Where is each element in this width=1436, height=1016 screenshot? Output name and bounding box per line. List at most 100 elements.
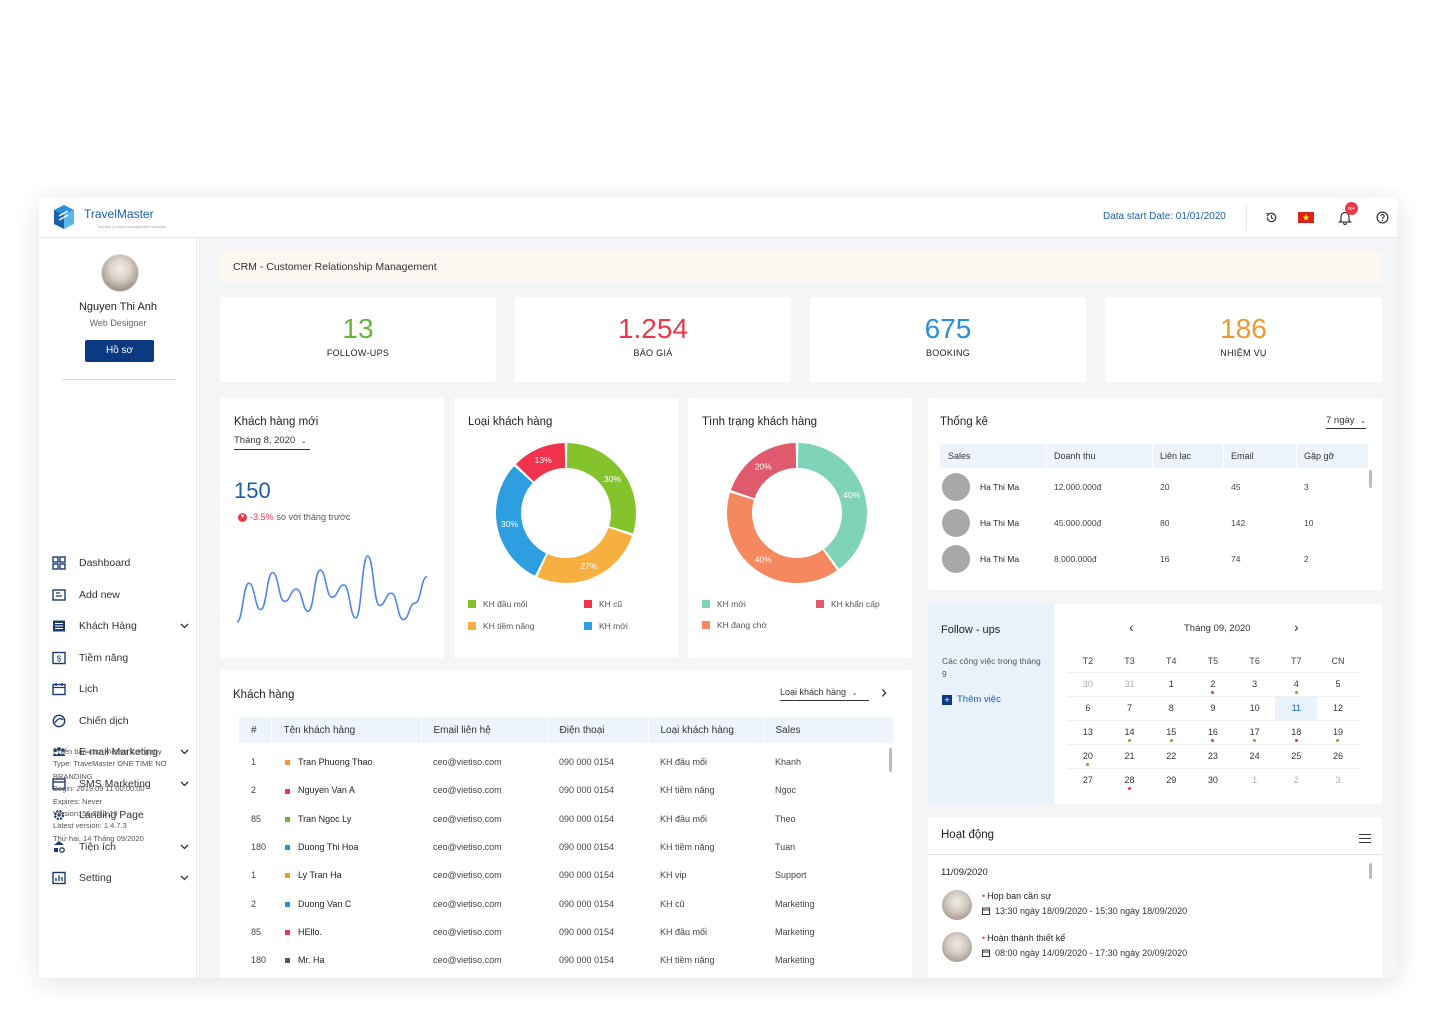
help-icon[interactable] xyxy=(1374,209,1390,225)
history-icon[interactable] xyxy=(1263,209,1279,225)
chevron-down-icon[interactable] xyxy=(180,778,189,790)
profile-button[interactable]: Hồ sơ xyxy=(85,340,154,362)
bell-icon[interactable]: 99+ xyxy=(1337,202,1358,225)
nav-item-landing-page[interactable]: Landing Page xyxy=(51,805,191,825)
statistics-row[interactable]: Ha Thi Ma 8.000.000đ 16 74 2 xyxy=(940,540,1368,576)
table-row[interactable]: 85 Tran Ngoc Ly ceo@vietiso.com 090 000 015… xyxy=(239,805,893,833)
calendar-day[interactable]: 18 xyxy=(1275,719,1318,744)
period-select[interactable]: 7 ngày ⌄ xyxy=(1326,415,1367,429)
table-cell: 180 xyxy=(239,833,271,861)
legend-item: KH đang chờ xyxy=(702,620,767,630)
calendar-day[interactable]: 21 xyxy=(1108,743,1151,768)
calendar-day[interactable]: 2 xyxy=(1192,671,1234,696)
chevron-down-icon[interactable] xyxy=(180,872,189,884)
calendar-day[interactable]: 3 xyxy=(1233,671,1276,696)
cell-text: Theo xyxy=(775,813,796,824)
nav-item-add-new[interactable]: Add new xyxy=(51,585,191,605)
calendar-day[interactable]: 24 xyxy=(1233,743,1276,768)
table-row[interactable]: 180 Duong Thi Hoa ceo@vietiso.com 090 000 0… xyxy=(239,833,893,861)
calendar-day[interactable]: 8 xyxy=(1150,695,1193,720)
calendar-day[interactable]: 28 xyxy=(1108,767,1151,792)
weekday-label: CN xyxy=(1331,655,1345,666)
calendar-day[interactable]: 6 xyxy=(1067,695,1109,720)
next-month-button[interactable]: › xyxy=(1294,619,1299,635)
activity-title-text: Hoàn thành thiết kế xyxy=(987,933,1066,943)
customers-icon xyxy=(51,619,67,633)
table-row[interactable]: 1 Tran Phuong Thao ceo@vietiso.com 090 000 … xyxy=(239,748,893,776)
calendar-day[interactable]: 30 xyxy=(1192,767,1234,792)
calendar-day[interactable]: 9 xyxy=(1192,695,1234,720)
column-header: Tên khách hàng xyxy=(270,717,421,743)
statistics-row[interactable]: Ha Thi Ma 12.000.000đ 20 45 3 xyxy=(940,468,1368,504)
cell-text: KH đầu mối xyxy=(660,757,708,768)
calendar-day[interactable]: 4 xyxy=(1275,671,1318,696)
nav-item-customers[interactable]: Khách Hàng xyxy=(51,616,191,636)
calendar-day[interactable]: 14 xyxy=(1108,719,1151,744)
activity-item[interactable]: • Hoàn thành thiết kế 08:00 ngày 14/09/202… xyxy=(928,927,1368,967)
table-cell: Nguyen Van A xyxy=(271,776,421,804)
nav-item-dashboard[interactable]: Dashboard xyxy=(51,553,191,573)
nav-item-utilities[interactable]: Tiện ích xyxy=(51,837,191,857)
menu-icon[interactable] xyxy=(1359,830,1371,848)
table-row[interactable]: 2 Nguyen Van A ceo@vietiso.com 090 000 0154… xyxy=(239,776,893,804)
chevron-right-icon[interactable]: › xyxy=(881,682,887,702)
calendar-day[interactable]: 30 xyxy=(1067,671,1109,696)
calendar-day[interactable]: 15 xyxy=(1150,719,1193,744)
activity-item[interactable]: • Họp ban cần sự 13:30 ngày 18/09/2020 - 1… xyxy=(928,885,1368,925)
calendar-day[interactable]: 29 xyxy=(1150,767,1193,792)
customer-type-filter[interactable]: Loại khách hàng ⌄ xyxy=(780,687,869,701)
month-select[interactable]: Tháng 8, 2020 ⌄ xyxy=(234,435,310,450)
calendar-day[interactable]: 27 xyxy=(1067,767,1109,792)
add-task-button[interactable]: + Thêm việc xyxy=(942,694,1001,705)
calendar-day[interactable]: 2 xyxy=(1275,767,1318,792)
calendar-day[interactable]: 25 xyxy=(1275,743,1318,768)
prev-month-button[interactable]: ‹ xyxy=(1129,619,1134,635)
chevron-down-icon[interactable] xyxy=(180,620,189,632)
calendar-day[interactable]: 11 xyxy=(1275,695,1318,720)
calendar-day[interactable]: 3 xyxy=(1317,767,1359,792)
avatar[interactable] xyxy=(101,254,139,292)
nav-item-setting[interactable]: Setting xyxy=(51,868,191,888)
nav-item-sms-marketing[interactable]: SMS Marketing xyxy=(51,774,191,794)
stat-card-tasks[interactable]: 186 NHIỆM VỤ xyxy=(1105,297,1382,382)
calendar-day[interactable]: 17 xyxy=(1233,719,1276,744)
calendar-day[interactable]: 1 xyxy=(1150,671,1193,696)
scrollbar[interactable] xyxy=(889,748,892,772)
nav-item-calendar[interactable]: Lịch xyxy=(51,679,191,699)
scrollbar[interactable] xyxy=(1369,863,1372,879)
calendar-day[interactable]: 19 xyxy=(1317,719,1359,744)
change-text: so với tháng trước xyxy=(276,512,351,522)
calendar-day[interactable]: 16 xyxy=(1192,719,1234,744)
calendar-day[interactable]: 20 xyxy=(1067,743,1109,768)
stat-card-booking[interactable]: 675 BOOKING xyxy=(810,297,1086,382)
scrollbar[interactable] xyxy=(1369,470,1372,488)
logo[interactable]: TravelMaster Tourism & travel management… xyxy=(51,202,166,232)
calendar-day[interactable]: 23 xyxy=(1192,743,1234,768)
statistics-row[interactable]: Ha Thi Ma 45.000.000đ 80 142 10 xyxy=(940,504,1368,540)
table-row[interactable]: 180 Mr. Ha ceo@vietiso.com 090 000 0154 KH t… xyxy=(239,946,893,974)
calendar-day[interactable]: 7 xyxy=(1108,695,1151,720)
calendar-day[interactable]: 5 xyxy=(1317,671,1359,696)
stat-card-quotes[interactable]: 1.254 BÁO GIÁ xyxy=(515,297,791,382)
nav-item-potential[interactable]: $ Tiềm năng xyxy=(51,648,191,668)
calendar-day[interactable]: 31 xyxy=(1108,671,1151,696)
chevron-down-icon[interactable] xyxy=(180,841,189,853)
legend-swatch xyxy=(584,622,592,630)
table-row[interactable]: 85 HEllo. ceo@vietiso.com 090 000 0154 KH đầ… xyxy=(239,918,893,946)
calendar-day[interactable]: 26 xyxy=(1317,743,1359,768)
table-row[interactable]: 1 Ly Tran Ha ceo@vietiso.com 090 000 0154 KH… xyxy=(239,861,893,889)
stat-card-followups[interactable]: 13 FOLLOW-UPS xyxy=(220,297,496,382)
calendar-day[interactable]: 10 xyxy=(1233,695,1276,720)
chevron-down-icon[interactable] xyxy=(180,746,189,758)
event-dot xyxy=(1253,738,1257,742)
table-row[interactable]: 2 Duong Van C ceo@vietiso.com 090 000 0154 K… xyxy=(239,889,893,917)
nav-item-campaign[interactable]: Chiến dịch xyxy=(51,711,191,731)
nav-item-email-marketing[interactable]: E-mail Marketing xyxy=(51,742,191,762)
calendar-day[interactable]: 12 xyxy=(1317,695,1359,720)
calendar-day[interactable]: 13 xyxy=(1067,719,1109,744)
calendar-day[interactable]: 1 xyxy=(1233,767,1276,792)
chevron-down-icon: ⌄ xyxy=(851,690,858,697)
vietnam-flag-icon[interactable] xyxy=(1298,209,1314,225)
divider xyxy=(1296,444,1297,468)
calendar-day[interactable]: 22 xyxy=(1150,743,1193,768)
